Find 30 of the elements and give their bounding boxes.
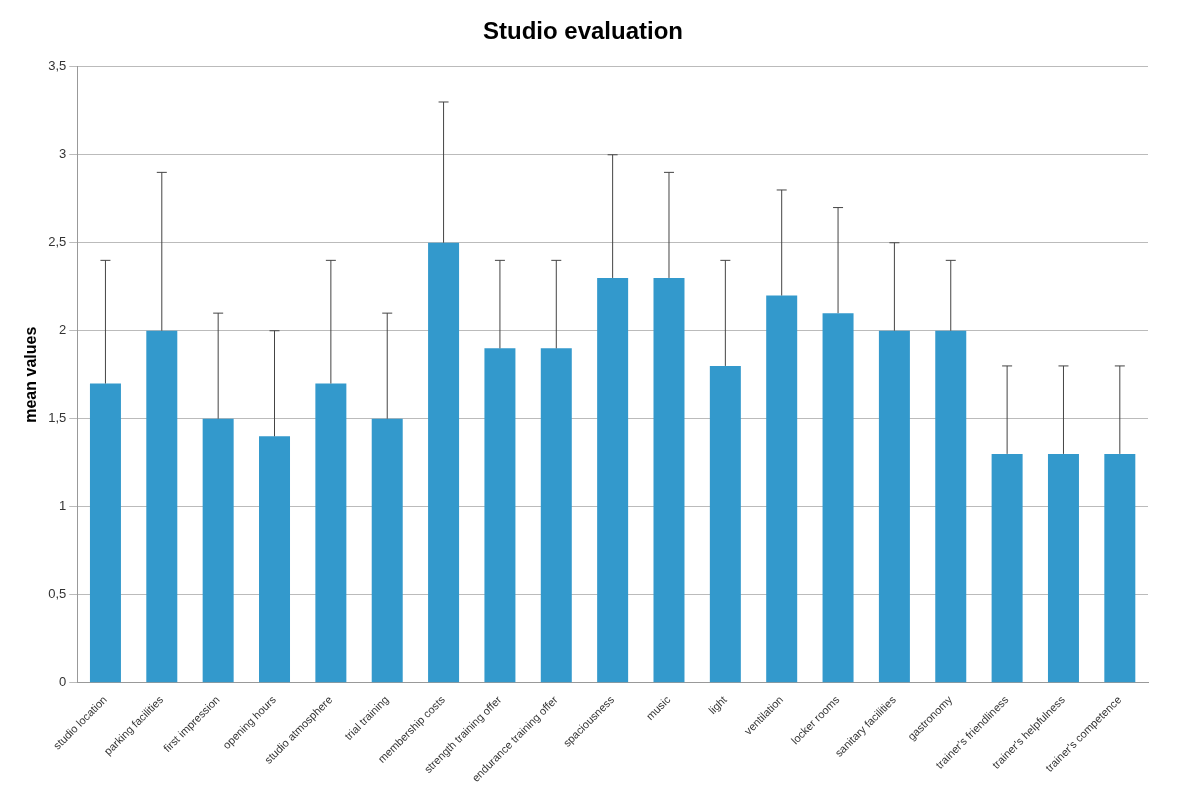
bar bbox=[540, 348, 572, 683]
bar bbox=[935, 330, 967, 683]
bar bbox=[89, 383, 121, 683]
bar bbox=[822, 313, 854, 683]
bar bbox=[597, 277, 629, 683]
bar bbox=[1104, 453, 1136, 683]
bar bbox=[1047, 453, 1079, 683]
bar bbox=[315, 383, 347, 683]
y-tick-label: 3,5 bbox=[48, 58, 67, 74]
bar bbox=[653, 277, 685, 683]
bar bbox=[146, 330, 178, 683]
y-tick-label: 1 bbox=[59, 498, 67, 514]
y-tick-label: 2,5 bbox=[48, 234, 67, 250]
bar bbox=[766, 295, 798, 683]
bar bbox=[709, 365, 741, 683]
chart-title: Studio evaluation bbox=[482, 17, 684, 45]
bar bbox=[991, 453, 1023, 683]
y-tick-label: 0,5 bbox=[48, 586, 67, 602]
bar bbox=[428, 242, 460, 683]
bar bbox=[202, 418, 234, 683]
bar bbox=[259, 436, 291, 683]
bar bbox=[371, 418, 403, 683]
y-tick-label: 0 bbox=[59, 674, 67, 690]
y-tick-label: 2 bbox=[59, 322, 67, 338]
y-tick-label: 3 bbox=[59, 146, 67, 162]
y-axis-title: mean values bbox=[22, 326, 40, 423]
bar bbox=[484, 348, 516, 683]
x-tick-label: light bbox=[706, 693, 729, 717]
y-tick-label: 1,5 bbox=[48, 410, 67, 426]
bar bbox=[878, 330, 910, 683]
